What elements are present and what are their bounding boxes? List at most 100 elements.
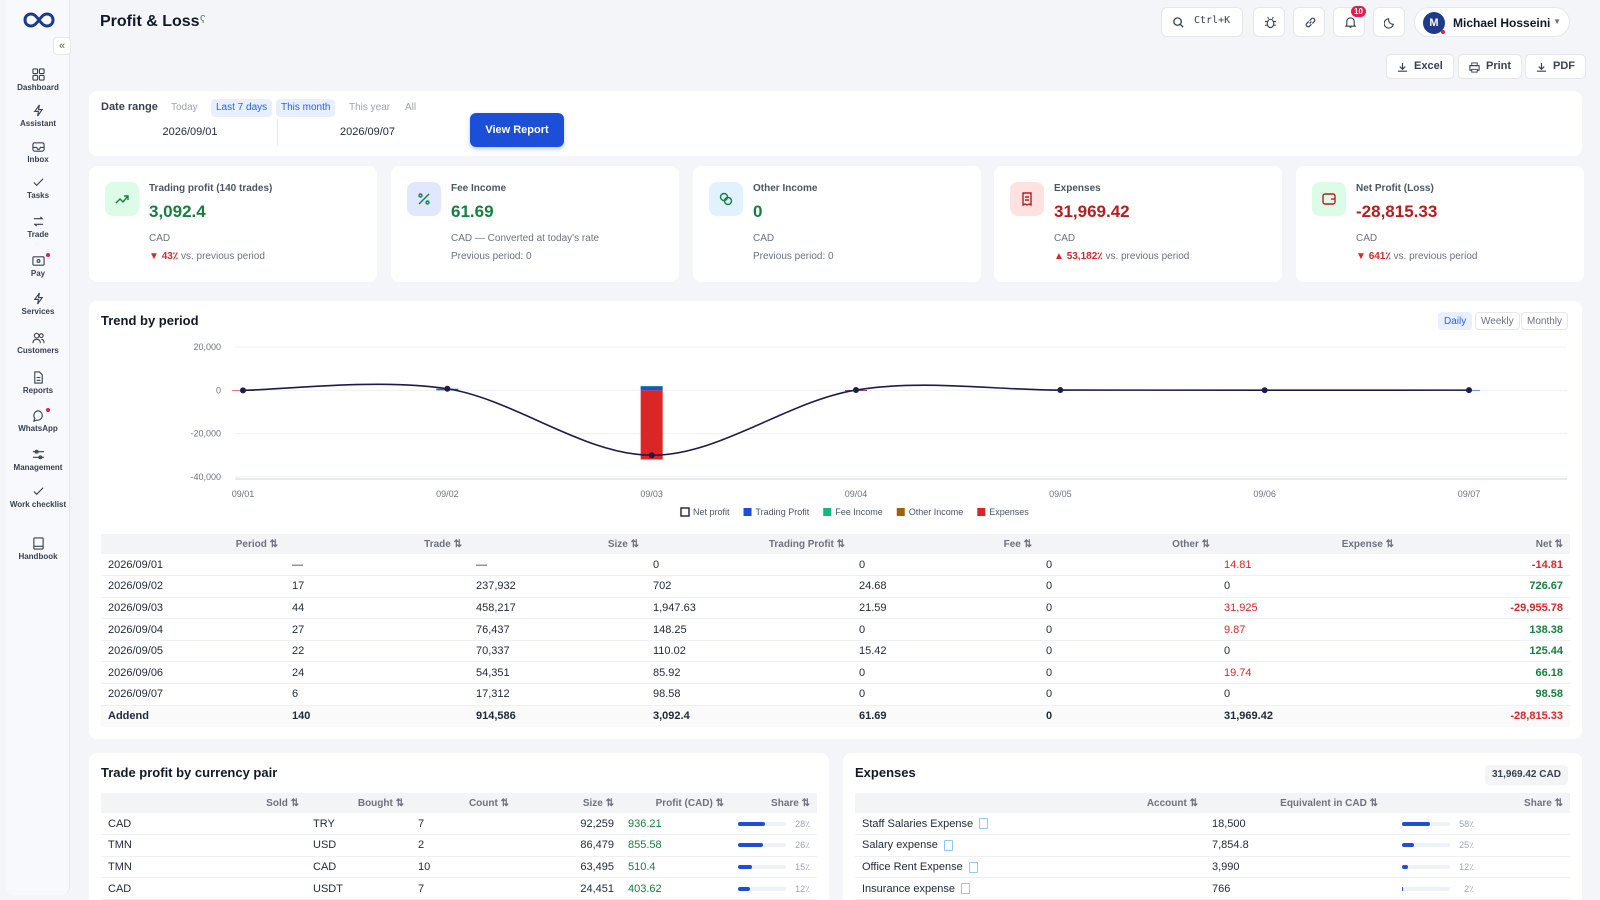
kpi-currency: CAD <box>149 233 171 244</box>
kpi-comparison: Previous period: 0 <box>753 251 834 262</box>
share-bar-fill <box>1402 886 1403 891</box>
date-to-input[interactable]: 2026/09/07 <box>339 126 396 138</box>
date-chip-all[interactable]: All <box>405 102 417 113</box>
kpi-change-arrow: ▼ <box>149 251 159 262</box>
net-profit-point-09/01[interactable] <box>240 387 246 394</box>
sidebar-item-management[interactable]: Management <box>6 448 70 472</box>
view-report-button[interactable]: View Report <box>470 113 564 147</box>
sidebar-item-pay[interactable]: Pay <box>6 253 70 278</box>
sidebar-item-assistant[interactable]: Assistant <box>6 104 70 128</box>
date-from-input[interactable]: 2026/09/01 <box>103 119 278 145</box>
column-header[interactable]: Equivalent in CAD ⇅ <box>1205 793 1385 813</box>
sidebar-item-whatsapp[interactable]: WhatsApp <box>6 408 70 433</box>
net-profit-point-09/04[interactable] <box>853 387 859 394</box>
size-cell: 86,479 <box>516 834 621 857</box>
column-header[interactable]: Fee ⇅ <box>852 534 1039 554</box>
legend-label[interactable]: Net profit <box>693 507 730 517</box>
net-profit-point-09/02[interactable] <box>444 385 451 392</box>
period-monthly-button[interactable]: Monthly <box>1521 312 1569 330</box>
legend-label[interactable]: Expenses <box>989 507 1029 517</box>
net-profit-point-09/03[interactable] <box>648 452 655 459</box>
document-icon[interactable] <box>943 839 953 851</box>
legend-swatch <box>823 508 832 516</box>
column-header[interactable]: Share ⇅ <box>731 793 817 813</box>
dark-mode-toggle[interactable] <box>1373 7 1405 37</box>
export-pdf-button[interactable]: PDF <box>1525 54 1586 79</box>
sidebar-item-customers[interactable]: Customers <box>6 331 70 355</box>
sidebar-item-services[interactable]: Services <box>6 292 70 316</box>
account-name[interactable]: Staff Salaries Expense <box>862 817 974 830</box>
net-profit-point-09/05[interactable] <box>1057 387 1064 394</box>
sidebar-item-label: Reports <box>22 386 54 395</box>
column-header[interactable]: Expense ⇅ <box>1217 534 1401 554</box>
column-header[interactable]: Size ⇅ <box>516 793 621 813</box>
column-header[interactable]: Account ⇅ <box>1055 793 1205 813</box>
kpi-sub-text: Previous period: 0 <box>451 251 532 262</box>
column-header[interactable]: Bought ⇅ <box>306 793 411 813</box>
date-chip-last-7-days[interactable]: Last 7 days <box>211 99 273 117</box>
search-button[interactable]: Ctrl+K <box>1161 7 1243 37</box>
net-profit-point-09/07[interactable] <box>1466 387 1472 394</box>
column-header[interactable]: Profit (CAD) ⇅ <box>621 793 731 813</box>
column-header[interactable]: Size ⇅ <box>469 534 646 554</box>
cell: 2026/09/05 <box>101 640 285 663</box>
logo-icon[interactable] <box>22 10 56 30</box>
date-chip-today[interactable]: Today <box>171 102 198 113</box>
pin-icon[interactable]: ʕ <box>200 14 206 26</box>
column-header[interactable]: Sold ⇅ <box>101 793 306 813</box>
y-tick-label: -40,000 <box>190 472 221 482</box>
column-header[interactable]: Other ⇅ <box>1039 534 1217 554</box>
profit-cell: 855.58 <box>621 834 731 857</box>
column-header[interactable]: Trade ⇅ <box>285 534 469 554</box>
notification-count-badge: 10 <box>1351 6 1366 17</box>
document-icon[interactable] <box>960 883 970 895</box>
sidebar-item-tasks[interactable]: Tasks <box>6 176 70 200</box>
share-bar <box>1402 821 1450 826</box>
cell: 14.81 <box>1217 554 1401 577</box>
legend-label[interactable]: Other Income <box>909 507 964 517</box>
account-name[interactable]: Insurance expense <box>862 882 955 895</box>
share-bar <box>738 843 786 848</box>
y-tick-label: -20,000 <box>190 429 221 439</box>
share-cell: 25٪ <box>1385 834 1570 857</box>
legend-label[interactable]: Trading Profit <box>756 507 810 517</box>
column-header[interactable]: Share ⇅ <box>1385 793 1570 813</box>
collapse-sidebar-button[interactable]: « <box>53 37 71 55</box>
sidebar-item-inbox[interactable]: Inbox <box>6 140 70 164</box>
date-chip-this-year[interactable]: This year <box>349 102 391 113</box>
kpi-sub-text: vs. previous period <box>180 251 265 262</box>
wallet-icon <box>31 256 45 266</box>
x-tick-label: 09/05 <box>1049 489 1072 499</box>
kpi-comparison: ▼ 43٪ vs. previous period <box>149 251 265 262</box>
sidebar-item-reports[interactable]: Reports <box>6 371 70 395</box>
period-daily-button[interactable]: Daily <box>1438 312 1473 330</box>
document-icon[interactable] <box>968 861 978 873</box>
account-name[interactable]: Office Rent Expense <box>862 860 963 873</box>
sidebar-item-work-checklist[interactable]: Work checklist <box>6 485 70 509</box>
column-header[interactable]: Net ⇅ <box>1401 534 1570 554</box>
bought-cell: USDT <box>306 877 411 900</box>
print-button[interactable]: Print <box>1458 54 1523 79</box>
link-button[interactable] <box>1293 7 1325 37</box>
column-header[interactable]: Period ⇅ <box>101 534 285 554</box>
sidebar-item-handbook[interactable]: Handbook <box>6 537 70 561</box>
cell: 76,437 <box>469 618 646 641</box>
user-menu[interactable]: M Michael Hosseini ▼ <box>1414 7 1570 37</box>
export-excel-button[interactable]: Excel <box>1386 54 1454 79</box>
column-header[interactable]: Trading Profit ⇅ <box>646 534 852 554</box>
sidebar-item-trade[interactable]: Trade <box>6 215 70 239</box>
legend-label[interactable]: Fee Income <box>835 507 883 517</box>
account-name[interactable]: Salary expense <box>862 839 938 852</box>
export-pdf-label: PDF <box>1553 60 1575 72</box>
column-header[interactable]: Count ⇅ <box>411 793 516 813</box>
kpi-icon-box <box>1010 182 1044 216</box>
sidebar-item-dashboard[interactable]: Dashboard <box>6 68 70 92</box>
notifications-button[interactable]: 10 <box>1333 6 1366 37</box>
document-icon[interactable] <box>979 818 989 830</box>
debug-button[interactable] <box>1253 7 1285 37</box>
legend-swatch <box>896 508 905 516</box>
share-bar <box>738 886 786 891</box>
net-profit-point-09/06[interactable] <box>1261 387 1268 394</box>
date-chip-this-month[interactable]: This month <box>276 99 336 117</box>
period-weekly-button[interactable]: Weekly <box>1475 312 1520 330</box>
